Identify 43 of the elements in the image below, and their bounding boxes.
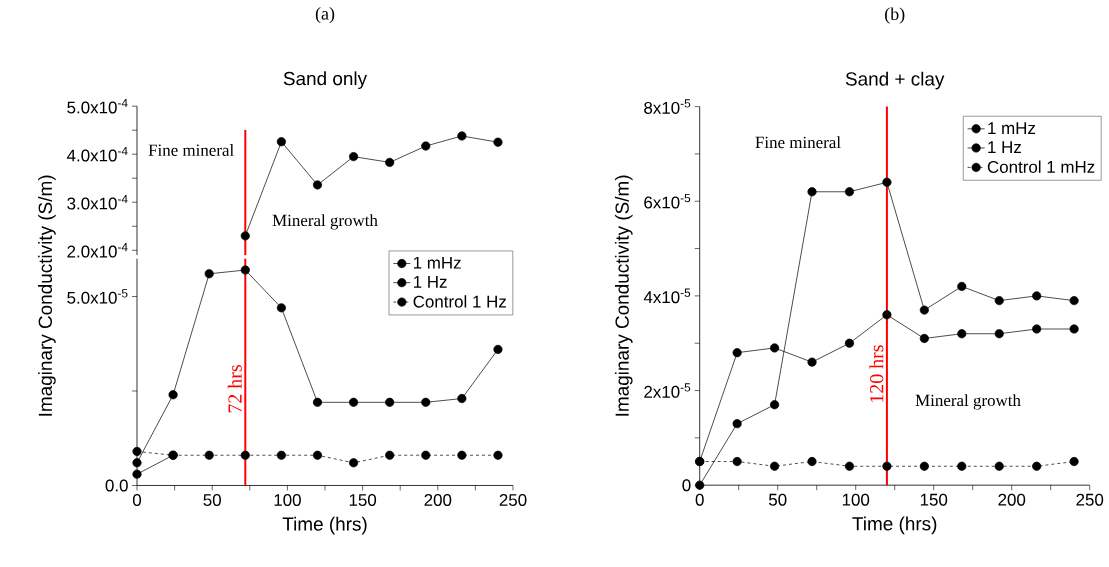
y-axis-title: Imaginary Conductivity (S/m) [38,175,56,416]
x-tick-label: 0 [132,494,142,506]
y-tick-label: 0.0 [105,479,128,492]
x-tick-label: 250 [499,494,527,506]
x-tick-label: 50 [203,494,221,506]
chart-title: (b) [885,7,905,24]
x-tick-label: 200 [424,494,452,506]
y-tick-label: 2x10$^{-5}$ [644,383,691,398]
y-tick-label: 3.0x10$^{-4}$ [67,194,128,210]
annotation: Mineral growth [272,214,378,230]
ref-line-label: 72 hrs [227,365,242,413]
annotation: Fine mineral [755,136,841,149]
annotation: Fine mineral [148,144,234,156]
legend-label: 1 mHz [988,122,1036,134]
x-tick-label: 0 [695,493,704,506]
y-tick-label: 0 [682,479,691,492]
y-tick-label: 8x10$^{-5}$ [644,99,691,114]
legend-label: 1 mHz [413,256,461,269]
x-tick-label: 150 [349,494,377,506]
x-tick-label: 100 [842,493,870,506]
x-tick-label: 250 [1076,493,1104,506]
chart-subtitle: Sand + clay [845,71,945,90]
x-tick-label: 100 [274,494,301,506]
y-tick-label: 5.0x10$^{-5}$ [67,289,128,304]
chart-subtitle: Sand only [283,71,368,89]
x-axis-title: Time (hrs) [282,516,367,535]
legend-label: Control 1 mHz [987,160,1095,173]
y-tick-label: 6x10$^{-5}$ [644,193,691,209]
y-tick-label: 4x10$^{-5}$ [643,288,691,304]
chart-title: (a) [315,7,335,24]
legend-label: Control 1 Hz [413,295,506,308]
y-tick-label: 2.0x10$^{-4}$ [67,243,128,258]
x-tick-label: 200 [998,493,1026,506]
ref-line-label: 120 hrs [869,345,884,402]
x-axis-title: Time (hrs) [852,516,937,535]
annotation: Mineral growth [915,394,1021,410]
y-tick-label: 4.0x10$^{-4}$ [66,146,128,162]
legend-label: 1 Hz [988,141,1021,154]
y-axis-title: Imaginary Conductivity (S/m) [614,175,633,416]
y-tick-label: 5.0x10$^{-4}$ [67,98,128,114]
legend-label: 1 Hz [413,276,447,288]
x-tick-label: 150 [920,493,948,506]
x-tick-label: 50 [768,493,787,506]
